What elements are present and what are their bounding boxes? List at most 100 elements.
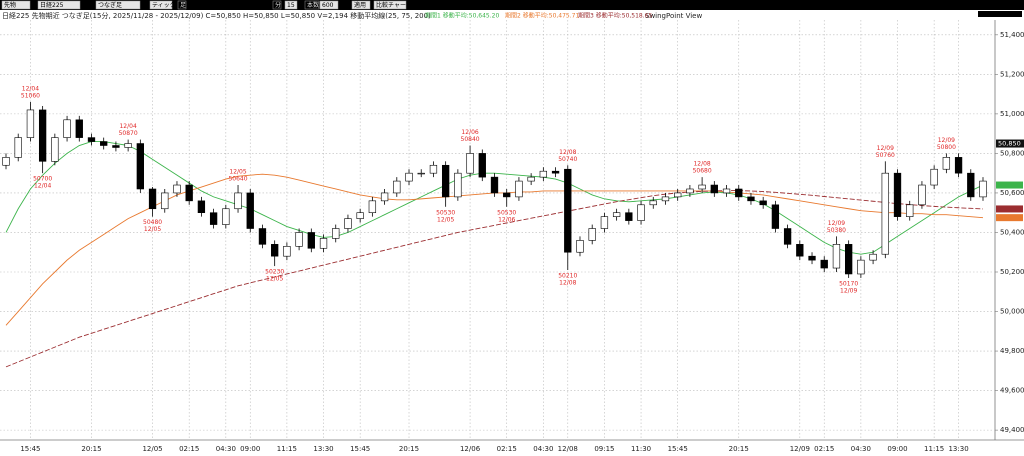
candle-body (454, 172, 462, 198)
candle-body (429, 164, 438, 174)
toolbar-control[interactable] (319, 0, 339, 10)
annotation-value: 50740 (558, 156, 577, 163)
candle-body (63, 119, 71, 138)
x-tick-label: 02:15 (179, 445, 199, 453)
toolbar-control[interactable] (351, 0, 371, 10)
candle-body (930, 168, 938, 186)
candle-body (100, 141, 108, 146)
toolbar-label: 本数 (307, 1, 319, 9)
candle-body (441, 164, 450, 198)
price-tag (996, 139, 1024, 148)
toolbar-control[interactable] (37, 0, 81, 10)
candle-body (564, 168, 572, 253)
candle-body (954, 157, 963, 174)
candle-body (466, 153, 474, 174)
annotation-value: 50800 (937, 144, 956, 151)
view-label: SwingPoint View (645, 12, 702, 20)
candle-body (967, 172, 975, 198)
candle-body (503, 192, 511, 198)
candle-body (612, 212, 621, 217)
ma-price-tag (996, 205, 1023, 213)
annotation-date: 12/08 (559, 280, 576, 287)
annotation-date: 12/09 (840, 287, 857, 294)
x-tick-label: 12/08 (558, 445, 578, 453)
toolbar-control[interactable] (373, 0, 407, 10)
annotation-value: 50700 (33, 176, 52, 183)
toolbar-bar (0, 0, 1024, 10)
candle-body (307, 232, 315, 249)
candle-body (283, 246, 291, 257)
annotation-value: 50230 (265, 269, 284, 276)
candle-body (942, 157, 951, 170)
candle-body (539, 170, 548, 178)
candle-body (979, 180, 987, 198)
annotation-date: 12/05 (266, 276, 283, 283)
toolbar-control[interactable] (95, 0, 141, 10)
annotation-date: 12/04 (119, 123, 136, 130)
annotation-date: 12/09 (938, 137, 955, 144)
candle-body (197, 200, 206, 214)
y-tick-label: 49,600 (1000, 387, 1024, 395)
candle-body (148, 188, 157, 210)
y-tick-label: 50,200 (1000, 268, 1024, 276)
x-tick-label: 20:15 (399, 445, 419, 453)
toolbar-control[interactable] (284, 0, 298, 10)
ma-price-tag (996, 214, 1023, 222)
x-tick-label: 04:30 (216, 445, 236, 453)
annotation-date: 12/06 (498, 216, 515, 223)
candle-body (87, 137, 96, 142)
annotation-date: 12/09 (828, 220, 845, 227)
candle-body (722, 188, 731, 194)
candle-body (380, 192, 389, 202)
legend-entry: 期間1 移動平均:50,645.20 (425, 12, 499, 20)
x-tick-label: 09:00 (240, 445, 260, 453)
candle-body (588, 228, 596, 241)
candle-body (515, 180, 523, 198)
candle-body (2, 157, 10, 166)
candle-body (368, 200, 377, 214)
annotation-value: 50380 (827, 227, 846, 234)
candle-body (124, 143, 132, 148)
candle-body (661, 196, 670, 202)
x-tick-label: 09:00 (887, 445, 907, 453)
y-tick-label: 50,000 (1000, 308, 1024, 316)
candle-body (808, 255, 816, 261)
toolbar-control[interactable] (149, 0, 173, 10)
candle-body (600, 216, 609, 229)
candle-body (625, 212, 633, 221)
x-tick-label: 04:30 (533, 445, 553, 453)
price-tag-label: 50,850 (998, 140, 1021, 148)
legend-entry: 期間3 移動平均:50,518.65 (578, 12, 652, 20)
candle-body (674, 192, 682, 198)
annotation-value: 50530 (497, 209, 516, 216)
toolbar-control (304, 0, 320, 10)
candle-body (869, 253, 877, 261)
candle-body (686, 188, 694, 194)
candle-body (185, 184, 193, 202)
x-tick-label: 04:30 (851, 445, 871, 453)
annotation-date: 12/05 (437, 216, 454, 223)
x-tick-label: 12/06 (460, 445, 481, 453)
x-tick-label: 20:15 (81, 445, 101, 453)
candle-body (222, 208, 230, 225)
candle-body (26, 109, 35, 138)
annotation-value: 50840 (461, 136, 480, 143)
candle-body (478, 153, 486, 178)
y-tick-label: 51,400 (1000, 31, 1024, 39)
candle-body (490, 176, 499, 194)
x-tick-label: 20:15 (729, 445, 749, 453)
toolbar-label: つなぎ足 (98, 1, 122, 9)
y-tick-label: 51,200 (1000, 70, 1024, 78)
x-tick-label: 15:45 (20, 445, 40, 453)
candle-body (735, 188, 743, 198)
legend-entry: 期間2 移動平均:50,475.71 (505, 12, 579, 20)
annotation-value: 50170 (839, 280, 858, 287)
candle-body (759, 200, 767, 206)
annotation-value: 50760 (876, 152, 895, 159)
candle-body (161, 192, 169, 210)
toolbar-label: 日経225 (40, 1, 64, 9)
toolbar-label: 分 (275, 1, 281, 9)
candle-body (258, 228, 267, 245)
toolbar-control[interactable] (1, 0, 31, 10)
